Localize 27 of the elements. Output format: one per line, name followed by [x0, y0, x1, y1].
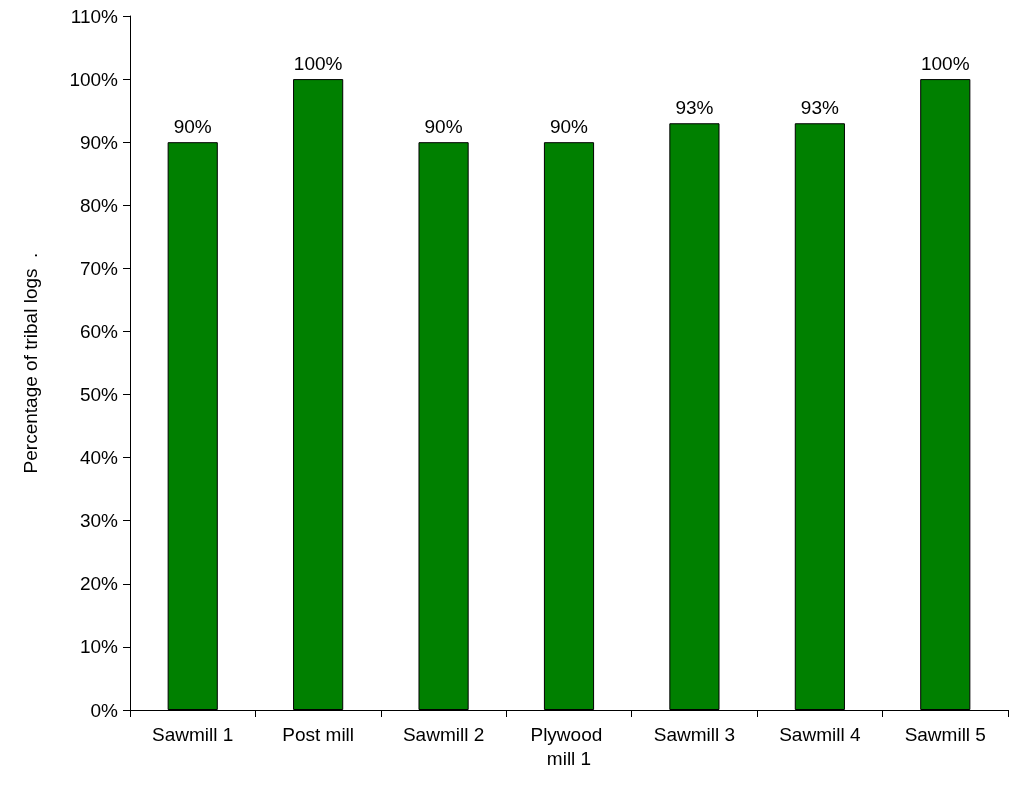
- x-tick-label: Sawmill 5: [904, 723, 986, 745]
- y-tick-label: 100%: [69, 68, 119, 90]
- y-tick-label: 10%: [79, 636, 119, 658]
- x-tick-label: Sawmill 3: [653, 723, 736, 745]
- x-tick-label: Sawmill 4: [779, 723, 861, 745]
- data-label: 90%: [173, 116, 212, 138]
- y-tick-label: 90%: [79, 131, 119, 153]
- x-tick-label: Post mill: [282, 723, 355, 745]
- y-tick-label: 80%: [79, 194, 119, 216]
- data-label: 90%: [549, 116, 589, 138]
- y-tick-label: 0%: [90, 699, 119, 721]
- y-tick-label: 60%: [79, 320, 119, 342]
- x-tick-label: Sawmill 1: [152, 723, 234, 745]
- y-tick-label: 110%: [70, 5, 119, 27]
- y-tick-label: 40%: [79, 447, 119, 469]
- x-tick-label: Plywood mill 1: [530, 723, 608, 769]
- data-label: 93%: [675, 97, 714, 119]
- data-label: 90%: [424, 116, 463, 138]
- x-tick-label: Sawmill 2: [402, 723, 485, 745]
- y-axis-title: Percentage of tribal logs .: [20, 252, 41, 474]
- data-label: 100%: [920, 53, 970, 75]
- data-label: 100%: [293, 53, 343, 75]
- data-label: 93%: [800, 97, 839, 119]
- y-tick-label: 50%: [79, 384, 119, 406]
- y-tick-label: 70%: [79, 257, 119, 279]
- y-tick-label: 30%: [79, 510, 119, 532]
- y-tick-label: 20%: [79, 573, 119, 595]
